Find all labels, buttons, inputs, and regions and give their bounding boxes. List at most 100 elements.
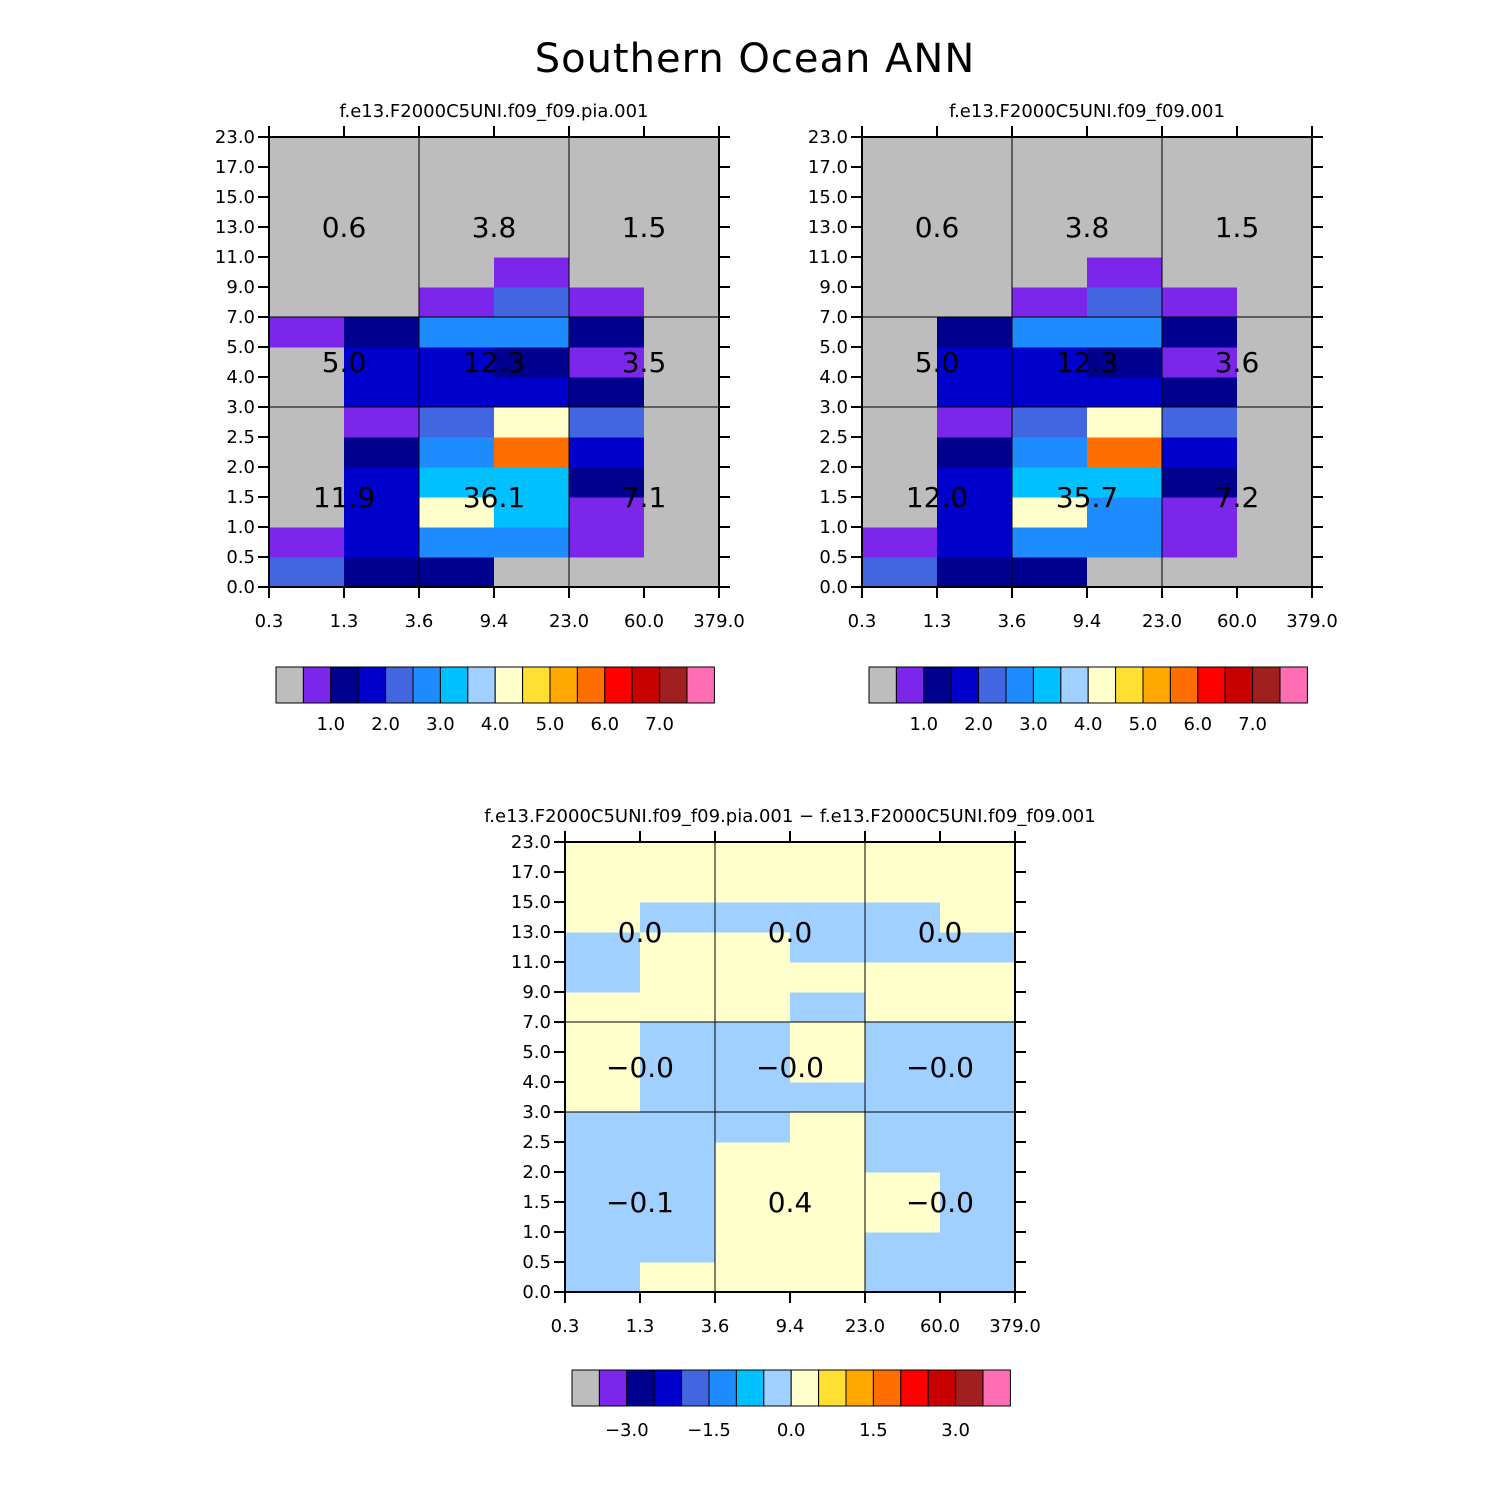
heatmap-cell <box>344 347 420 378</box>
group-value-label: 11.9 <box>313 481 375 514</box>
heatmap-cell <box>269 407 345 438</box>
heatmap-cell <box>1237 467 1313 498</box>
heatmap-cell <box>419 497 495 528</box>
heatmap-cell <box>865 872 941 903</box>
colorbar-swatch <box>1087 666 1117 704</box>
y-tick-label: 2.5 <box>522 1132 551 1153</box>
heatmap-cell <box>790 1232 866 1263</box>
y-tick-label: 0.0 <box>226 577 255 598</box>
heatmap-cell <box>1237 227 1313 258</box>
heatmap-cell <box>419 197 495 228</box>
heatmap-cell <box>640 872 716 903</box>
y-tick-label: 3.0 <box>819 397 848 418</box>
heatmap-cell <box>640 1172 716 1203</box>
y-tick-label: 2.5 <box>226 427 255 448</box>
colorbar-swatch <box>275 666 304 704</box>
heatmap-cell <box>790 962 866 993</box>
x-tick-label: 1.3 <box>626 1316 655 1337</box>
heatmap-cell <box>940 1232 1016 1263</box>
colorbar-swatch <box>978 666 1007 704</box>
heatmap-cell <box>715 1172 791 1203</box>
x-tick-label: 23.0 <box>1142 611 1182 632</box>
heatmap-cell <box>715 962 791 993</box>
heatmap-cell <box>865 1142 941 1173</box>
y-tick-label: 9.0 <box>226 277 255 298</box>
colorbar-swatch <box>439 666 469 704</box>
heatmap-cell <box>644 167 720 198</box>
y-tick-label: 11.0 <box>215 247 255 268</box>
heatmap-cell <box>715 932 791 963</box>
heatmap-cell <box>862 317 938 348</box>
colorbar-label: 4.0 <box>481 714 510 735</box>
heatmap-cell <box>269 437 345 468</box>
heatmap-cell <box>1012 377 1088 408</box>
group-value-label: 0.6 <box>322 211 367 244</box>
heatmap-cell <box>494 287 570 318</box>
heatmap-cell <box>1162 407 1238 438</box>
heatmap-cell <box>644 467 720 498</box>
colorbar-swatch <box>626 1369 655 1407</box>
x-tick-label: 9.4 <box>776 1316 805 1337</box>
heatmap-cell <box>494 167 570 198</box>
heatmap-cell <box>937 137 1013 168</box>
colorbar-swatch <box>549 666 578 704</box>
heatmap-cell <box>419 257 495 288</box>
heatmap-cell <box>862 407 938 438</box>
heatmap-cell <box>940 1202 1016 1233</box>
group-value-label: −0.1 <box>606 1186 674 1219</box>
heatmap-cell <box>494 527 570 558</box>
heatmap-cell <box>1012 437 1088 468</box>
heatmap-cell <box>1012 137 1088 168</box>
heatmap-cell <box>790 1052 866 1083</box>
heatmap-cell <box>1012 227 1088 258</box>
heatmap-cell <box>569 197 645 228</box>
heatmap-cell <box>862 467 938 498</box>
heatmap-cell <box>565 1262 641 1293</box>
heatmap-cell <box>1162 197 1238 228</box>
heatmap-cell <box>569 287 645 318</box>
colorbar-swatch <box>1169 666 1199 704</box>
heatmap-cell <box>644 407 720 438</box>
heatmap-cell <box>1087 167 1163 198</box>
heatmap-cell <box>269 137 345 168</box>
group-value-label: 12.3 <box>463 346 525 379</box>
heatmap-cell <box>269 497 345 528</box>
heatmap-cell <box>940 1022 1016 1053</box>
heatmap-cell <box>865 1082 941 1113</box>
y-tick-label: 1.5 <box>226 487 255 508</box>
heatmap-cell <box>862 437 938 468</box>
heatmap-cell <box>644 557 720 588</box>
group-value-label: 35.7 <box>1056 481 1118 514</box>
colorbar-label: 7.0 <box>645 714 674 735</box>
x-tick-label: 60.0 <box>624 611 664 632</box>
heatmap-cell <box>565 1082 641 1113</box>
y-tick-label: 1.0 <box>819 517 848 538</box>
heatmap-cell <box>1237 347 1313 378</box>
y-tick-label: 1.5 <box>819 487 848 508</box>
heatmap-cell <box>344 227 420 258</box>
heatmap-cell <box>937 497 1013 528</box>
heatmap-cell <box>1087 467 1163 498</box>
heatmap-cell <box>419 467 495 498</box>
y-tick-label: 7.0 <box>522 1012 551 1033</box>
x-tick-label: 60.0 <box>1217 611 1257 632</box>
group-value-label: 3.5 <box>622 346 667 379</box>
group-value-label: 36.1 <box>463 481 525 514</box>
y-tick-label: 23.0 <box>808 127 848 148</box>
heatmap-cell <box>790 1112 866 1143</box>
heatmap-cell <box>344 437 420 468</box>
heatmap-cell <box>569 347 645 378</box>
heatmap-cell <box>940 1082 1016 1113</box>
y-tick-label: 0.0 <box>819 577 848 598</box>
heatmap-cell <box>865 1232 941 1263</box>
group-value-label: 3.6 <box>1215 346 1260 379</box>
heatmap-cell <box>640 962 716 993</box>
heatmap-cell <box>862 137 938 168</box>
heatmap-cell <box>940 1262 1016 1293</box>
heatmap-cell <box>715 1142 791 1173</box>
colorbar-label: 3.0 <box>941 1420 970 1441</box>
heatmap-cell <box>344 467 420 498</box>
colorbar-label: −1.5 <box>687 1420 731 1441</box>
heatmap-cell <box>344 377 420 408</box>
heatmap-cell <box>344 197 420 228</box>
